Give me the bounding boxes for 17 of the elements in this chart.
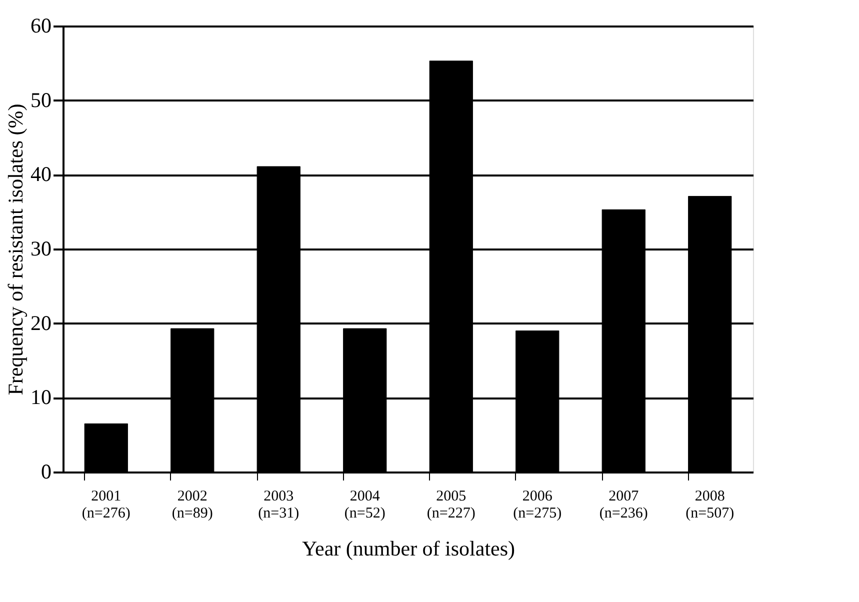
y-tick-label: 50 (30, 88, 52, 112)
x-tick-label: 2003 (n=31) (258, 488, 300, 522)
y-tick-label: 30 (30, 236, 52, 260)
y-tick-label: 0 (41, 460, 52, 484)
x-axis-title: Year (number of isolates) (302, 536, 516, 560)
x-tick-label: 2001 (n=276) (82, 488, 130, 522)
x-tick-label: 2007 (n=236) (599, 488, 648, 522)
y-tick-label: 40 (30, 162, 52, 186)
x-tick-label: 2006 (n=275) (513, 488, 562, 522)
y-axis-title: Frequency of resistant isolates (%) (4, 104, 28, 396)
y-tick-label: 60 (30, 14, 52, 38)
x-tick-label: 2008 (n=507) (686, 488, 734, 522)
y-tick-label: 10 (30, 385, 52, 410)
x-tick-label: 2005 (n=227) (426, 488, 476, 522)
x-tick-label: 2004 (n=52) (344, 488, 386, 522)
y-tick-label: 20 (30, 310, 52, 335)
x-tick-label: 2002 (n=89) (172, 488, 213, 522)
